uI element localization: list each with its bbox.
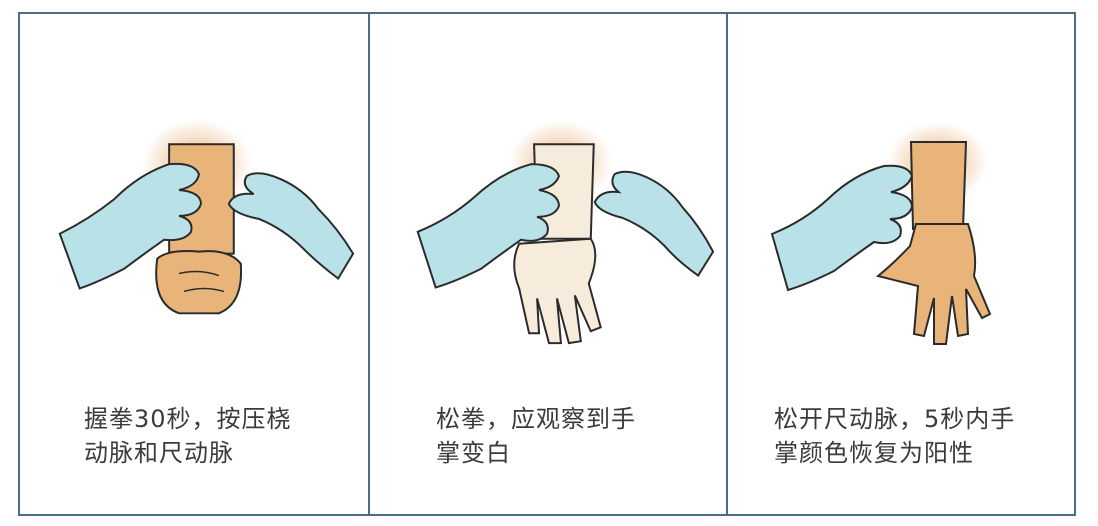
illustration-restored-palm	[770, 122, 992, 345]
step-3-caption-line-2: 掌颜色恢复为阳性	[774, 439, 974, 467]
step-panel-3: 松开尺动脉，5秒内手 掌颜色恢复为阳性	[728, 14, 1074, 514]
step-2-caption-line-2: 掌变白	[436, 439, 511, 467]
illustration-blanched-palm	[416, 120, 715, 345]
step-1-caption: 握拳30秒，按压桡 动脉和尺动脉	[84, 402, 334, 470]
step-2-caption-line-1: 松拳，应观察到手	[436, 405, 636, 433]
figure-frame: 握拳30秒，按压桡 动脉和尺动脉 松拳，应观察到手 掌变白	[18, 12, 1076, 516]
step-panel-2: 松拳，应观察到手 掌变白	[370, 14, 728, 514]
step-3-caption: 松开尺动脉，5秒内手 掌颜色恢复为阳性	[774, 402, 1064, 470]
step-2-caption: 松拳，应观察到手 掌变白	[436, 402, 686, 470]
step-1-caption-line-1: 握拳30秒，按压桡	[84, 405, 292, 433]
step-3-caption-line-1: 松开尺动脉，5秒内手	[774, 405, 1016, 433]
illustration-clenched-fist	[58, 119, 355, 315]
step-panel-1: 握拳30秒，按压桡 动脉和尺动脉	[20, 14, 370, 514]
step-1-caption-line-2: 动脉和尺动脉	[84, 439, 234, 467]
